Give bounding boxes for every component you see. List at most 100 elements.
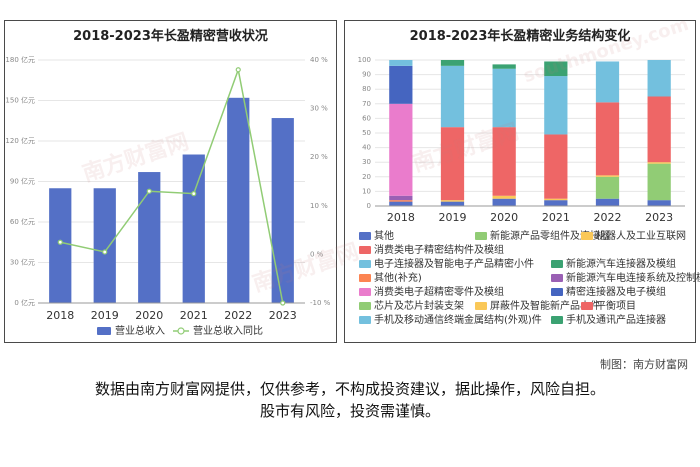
- legend-yoy-marker: [177, 327, 185, 335]
- x-tick-label: 2023: [269, 309, 297, 322]
- structure-chart-title: 2018-2023年长盈精密业务结构变化: [409, 29, 631, 44]
- stack-segment: [440, 127, 465, 201]
- stack-segment: [647, 162, 671, 164]
- stack-segment: [389, 60, 413, 66]
- y-left-tick: 120 亿元: [5, 136, 35, 145]
- yoy-point: [191, 191, 197, 197]
- yoy-point: [235, 67, 241, 73]
- legend-swatch: [359, 302, 371, 310]
- legend-label: 消费类电子超精密零件及模组: [374, 285, 504, 298]
- legend-swatch: [359, 288, 371, 296]
- stack-segment: [440, 201, 465, 206]
- revenue-bar: [93, 188, 116, 303]
- legend-swatch: [475, 302, 487, 310]
- legend-label: 屏蔽件及智能新产品小件: [490, 299, 600, 312]
- y-left-tick: 60 亿元: [10, 217, 35, 226]
- legend-label: 消费类电子精密结构件及模组: [374, 243, 504, 256]
- revenue-bar: [138, 172, 161, 303]
- x-tick-label: 2020: [490, 211, 518, 224]
- y-tick: 10: [362, 187, 371, 195]
- y-tick: 0: [367, 202, 371, 210]
- y-left-tick: 0 亿元: [14, 298, 35, 307]
- stack-segment: [595, 61, 620, 103]
- stack-segment: [492, 64, 516, 69]
- y-right-tick: 0 %: [310, 250, 324, 258]
- x-tick-label: 2019: [439, 211, 467, 224]
- x-tick-label: 2021: [542, 211, 570, 224]
- revenue-bar: [271, 118, 294, 303]
- legend-label: 新能源汽车电连接系统及控制模组: [566, 271, 700, 284]
- stack-segment: [389, 195, 413, 201]
- revenue-bar: [182, 154, 205, 303]
- y-left-tick: 150 亿元: [5, 96, 35, 105]
- structure-chart-svg: 0 10 20 30 40 50 60 70 80 90 100 2018 2019 2020 2021 20…: [358, 56, 700, 326]
- legend-label: 手机及通讯产品连接器: [566, 313, 666, 326]
- legend-swatch: [551, 316, 563, 324]
- y-tick: 80: [362, 85, 371, 93]
- stack-segment: [389, 103, 413, 196]
- y-right-tick: 30 %: [310, 105, 328, 113]
- stack-segment: [595, 198, 620, 206]
- stack-segment: [544, 134, 568, 199]
- x-tick-label: 2022: [224, 309, 252, 322]
- y-left-tick: 30 亿元: [10, 258, 35, 267]
- business-structure-chart-panel: 2018-2023年长盈精密业务结构变化 0 10 20 30 40 50 60 70 80 90…: [344, 20, 700, 343]
- legend-revenue-label: 营业总收入: [115, 324, 165, 337]
- legend-label: 新能源汽车连接器及模组: [566, 257, 676, 270]
- stack-segment: [647, 60, 671, 97]
- legend-label: 机器人及工业互联网: [596, 229, 686, 242]
- y-tick: 70: [362, 100, 371, 108]
- stack-segment: [544, 76, 568, 135]
- legend-yoy-label: 营业总收入同比: [193, 324, 263, 337]
- yoy-point: [57, 239, 63, 245]
- legend-label: 其他(补充): [374, 271, 422, 284]
- stack-segment: [647, 96, 671, 163]
- revenue-bar: [49, 188, 72, 303]
- legend-label: 平衡项目: [596, 300, 636, 312]
- chart-source: 制图：南方财富网: [600, 358, 688, 371]
- stack-segment: [389, 65, 413, 104]
- stack-segment: [595, 176, 620, 199]
- x-tick-label: 2020: [135, 309, 163, 322]
- revenue-chart-svg: 0 亿元 30 亿元 60 亿元 90 亿元 120 亿元 150 亿元 180 亿元 -10…: [5, 55, 330, 337]
- disclaimer-line-2: 股市有风险，投资需谨慎。: [259, 402, 440, 420]
- stack-segment: [544, 200, 568, 206]
- legend-swatch: [359, 260, 371, 268]
- stack-segment: [440, 60, 465, 66]
- stack-segment: [492, 68, 516, 128]
- legend-label: 手机及移动通信终端金属结构(外观)件: [374, 313, 542, 326]
- legend-label: 精密连接器及电子模组: [566, 285, 666, 298]
- stack-segment: [544, 198, 568, 201]
- y-left-tick: 180 亿元: [5, 55, 35, 64]
- y-right-tick: 20 %: [310, 153, 328, 161]
- y-right-tick: 40 %: [310, 56, 328, 64]
- yoy-point: [102, 249, 108, 255]
- legend-swatch: [581, 232, 593, 240]
- x-tick-label: 2019: [91, 309, 119, 322]
- legend-label: 电子连接器及智能电子产品精密小件: [374, 257, 534, 270]
- legend-swatch: [581, 302, 593, 310]
- y-tick: 40: [362, 144, 371, 152]
- stack-segment: [544, 61, 568, 77]
- stack-segment: [492, 195, 516, 199]
- stack-segment: [440, 65, 465, 128]
- y-tick: 30: [362, 158, 371, 166]
- yoy-point: [280, 300, 286, 306]
- legend-revenue-swatch: [97, 327, 111, 335]
- y-left-tick: 90 亿元: [10, 177, 35, 186]
- legend-swatch: [551, 288, 563, 296]
- yoy-point: [146, 188, 152, 194]
- legend-swatch: [359, 232, 371, 240]
- stack-segment: [440, 200, 465, 202]
- stack-segment: [595, 175, 620, 177]
- y-tick: 90: [362, 71, 371, 79]
- legend-swatch: [359, 246, 371, 254]
- revenue-chart-panel: 2018-2023年长盈精密营收状况 0 亿元 30 亿元 60 亿元 90 亿元 12…: [4, 20, 337, 343]
- x-tick-label: 2018: [46, 309, 74, 322]
- x-tick-label: 2018: [387, 211, 415, 224]
- stack-segment: [492, 198, 516, 206]
- revenue-chart-title: 2018-2023年长盈精密营收状况: [73, 29, 268, 44]
- yoy-line: [60, 66, 284, 304]
- legend-swatch: [359, 316, 371, 324]
- disclaimer: 数据由南方财富网提供，仅供参考，不构成投资建议，据此操作，风险自担。 股市有风险…: [0, 378, 700, 422]
